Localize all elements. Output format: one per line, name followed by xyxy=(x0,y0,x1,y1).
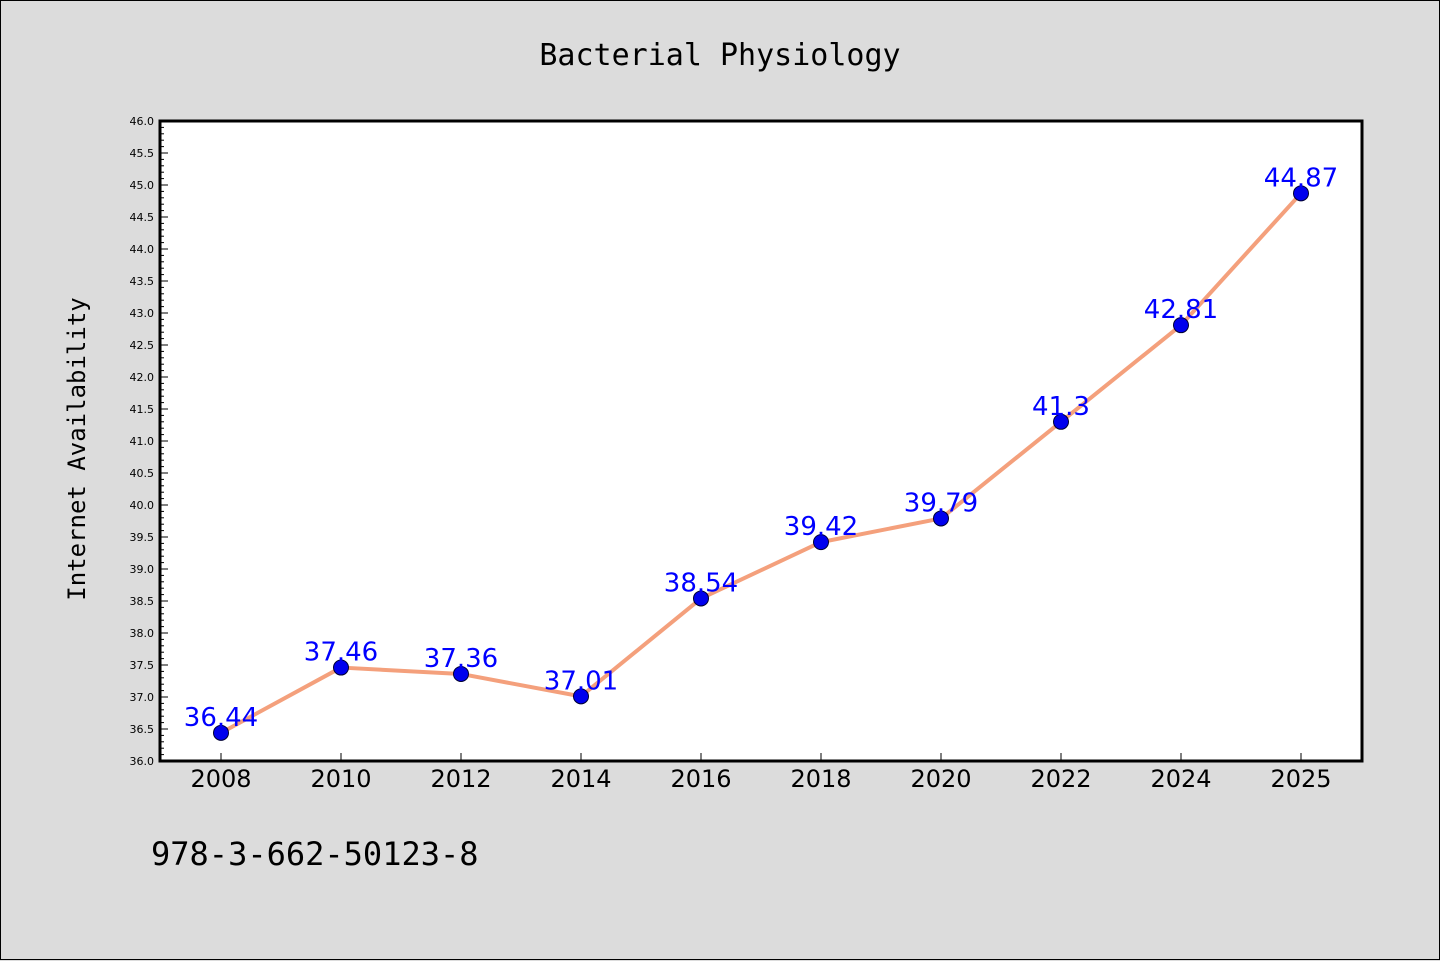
y-tick-label: 39.0 xyxy=(130,563,155,576)
x-axis: 2008 2010 2012 2014 2016 2018 2020 2022 2024 2025 xyxy=(190,753,1332,793)
y-tick-label: 45.5 xyxy=(130,147,155,160)
y-tick-label: 42.5 xyxy=(130,339,155,352)
x-tick-label: 2024 xyxy=(1150,765,1211,793)
data-point xyxy=(333,659,349,676)
data-point xyxy=(933,510,949,527)
y-tick-label: 39.5 xyxy=(130,531,155,544)
data-point xyxy=(213,724,229,741)
data-label: 44.87 xyxy=(1264,163,1338,193)
x-tick-label: 2020 xyxy=(910,765,971,793)
data-label: 36.44 xyxy=(184,703,258,733)
series-line xyxy=(219,191,1303,735)
y-tick-label: 41.0 xyxy=(130,435,155,448)
x-tick-label: 2018 xyxy=(790,765,851,793)
x-tick-label: 2014 xyxy=(550,765,611,793)
y-axis: 36.0 36.5 37.0 37.5 38.0 38.5 39.0 39.5 40.0 40.5… xyxy=(130,115,168,768)
data-label: 41.3 xyxy=(1032,392,1090,422)
data-point xyxy=(573,688,589,705)
y-tick-label: 38.5 xyxy=(130,595,155,608)
data-point xyxy=(813,534,829,551)
y-axis-label: Internet Availability xyxy=(63,297,91,600)
y-tick-label: 41.5 xyxy=(130,403,155,416)
data-point xyxy=(1053,413,1069,430)
plot-area xyxy=(158,119,1364,763)
x-tick-label: 2010 xyxy=(310,765,371,793)
y-tick-label: 42.0 xyxy=(130,371,155,384)
data-label: 38.54 xyxy=(664,568,738,598)
data-point xyxy=(693,590,709,607)
y-tick-label: 40.5 xyxy=(130,467,155,480)
x-tick-label: 2016 xyxy=(670,765,731,793)
y-tick-label: 44.5 xyxy=(130,211,155,224)
x-tick-label: 2025 xyxy=(1270,765,1331,793)
data-label: 37.36 xyxy=(424,644,498,674)
y-tick-label: 36.5 xyxy=(130,723,155,736)
footer-isbn: 978-3-662-50123-8 xyxy=(151,835,479,873)
x-tick-label: 2022 xyxy=(1030,765,1091,793)
series-layer: 36.44 37.46 37.36 37.01 38.54 39.42 39.79 41.3 4… xyxy=(184,163,1338,741)
data-point xyxy=(1173,317,1189,334)
x-tick-label: 2012 xyxy=(430,765,491,793)
y-tick-label: 46.0 xyxy=(130,115,155,128)
data-point xyxy=(1293,185,1309,202)
data-point xyxy=(453,665,469,682)
data-label: 42.81 xyxy=(1144,295,1218,325)
data-label: 39.42 xyxy=(784,512,858,542)
data-label: 37.01 xyxy=(544,666,618,696)
y-tick-label: 40.0 xyxy=(130,499,155,512)
y-tick-label: 45.0 xyxy=(130,179,155,192)
x-tick-label: 2008 xyxy=(190,765,251,793)
y-tick-label: 38.0 xyxy=(130,627,155,640)
data-label: 39.79 xyxy=(904,488,978,518)
y-tick-label: 44.0 xyxy=(130,243,155,256)
chart-title: Bacterial Physiology xyxy=(539,38,900,73)
y-tick-label: 36.0 xyxy=(130,755,155,768)
data-label: 37.46 xyxy=(304,638,378,668)
y-tick-label: 43.0 xyxy=(130,307,155,320)
y-tick-label: 37.5 xyxy=(130,659,155,672)
y-tick-label: 43.5 xyxy=(130,275,155,288)
y-tick-label: 37.0 xyxy=(130,691,155,704)
